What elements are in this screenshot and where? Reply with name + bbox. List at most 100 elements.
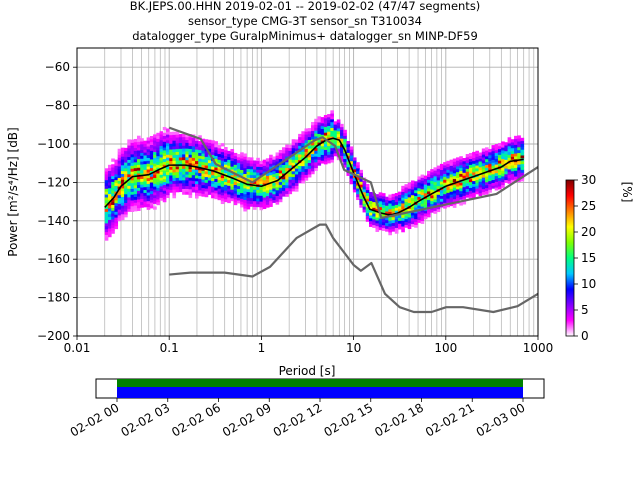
heatmap-cell (417, 190, 421, 195)
heatmap-cell (468, 190, 473, 194)
heatmap-cell (156, 158, 160, 162)
heatmap-cell (275, 184, 280, 188)
heatmap-cell (488, 160, 492, 164)
heatmap-cell (443, 205, 447, 209)
heatmap-cell (240, 152, 244, 156)
heatmap-cell (394, 224, 399, 228)
heatmap-cell (494, 169, 499, 174)
heatmap-cell (175, 168, 180, 173)
heatmap-cell (233, 178, 238, 183)
heatmap-cell (449, 188, 454, 192)
heatmap-cell (320, 160, 325, 164)
heatmap-cell (162, 152, 167, 157)
heatmap-cell (146, 143, 151, 147)
heatmap-cell (182, 156, 186, 161)
heatmap-cell (372, 218, 376, 223)
heatmap-cell (404, 213, 409, 217)
y-tick-label: −180 (37, 291, 70, 305)
heatmap-cell (253, 197, 257, 202)
heatmap-cell (130, 168, 135, 172)
heatmap-cell (507, 145, 512, 150)
heatmap-cell (211, 151, 215, 156)
heatmap-cell (149, 136, 154, 140)
heatmap-cell (175, 180, 180, 184)
heatmap-cell (178, 180, 183, 184)
heatmap-cell (159, 154, 164, 158)
heatmap-cell (323, 117, 328, 122)
heatmap-cell (204, 170, 209, 175)
heatmap-cell (369, 197, 373, 202)
heatmap-cell (136, 135, 141, 139)
heatmap-cell (162, 158, 167, 162)
heatmap-cell (104, 223, 109, 227)
heatmap-cell (175, 131, 180, 135)
heatmap-cell (501, 175, 505, 180)
heatmap-cell (317, 122, 322, 126)
heatmap-cell (217, 147, 222, 152)
heatmap-cell (124, 162, 128, 166)
heatmap-cell (220, 200, 225, 205)
heatmap-cell (253, 163, 257, 167)
heatmap-cell (233, 181, 238, 185)
heatmap-cell (510, 165, 515, 169)
heatmap-cell (359, 181, 363, 185)
heatmap-cell (404, 204, 409, 208)
heatmap-cell (439, 195, 444, 199)
heatmap-cell (230, 197, 235, 202)
heatmap-cell (249, 163, 254, 167)
heatmap-cell (159, 139, 164, 144)
heatmap-cell (430, 197, 434, 202)
heatmap-cell (172, 166, 177, 170)
heatmap-cell (194, 152, 199, 156)
heatmap-cell (398, 191, 402, 195)
heatmap-cell (230, 189, 235, 193)
heatmap-cell (491, 156, 496, 160)
heatmap-cell (346, 172, 351, 176)
heatmap-cell (188, 177, 193, 181)
heatmap-cell (446, 195, 450, 199)
heatmap-cell (307, 128, 312, 132)
heatmap-cell (130, 154, 135, 158)
heatmap-cell (485, 164, 489, 168)
heatmap-cell (346, 152, 351, 156)
heatmap-cell (249, 189, 254, 193)
heatmap-cell (224, 147, 228, 151)
heatmap-cell (243, 202, 247, 206)
heatmap-cell (133, 170, 138, 174)
heatmap-cell (165, 165, 170, 170)
heatmap-cell (472, 183, 476, 187)
colorbar-tick-label: 15 (581, 251, 596, 265)
heatmap-cell (178, 151, 183, 155)
heatmap-cell (417, 185, 421, 189)
heatmap-cell (194, 183, 199, 188)
heatmap-cell (494, 146, 499, 151)
heatmap-cell (185, 159, 189, 164)
heatmap-cell (127, 153, 131, 158)
heatmap-cell (198, 175, 202, 179)
heatmap-cell (214, 149, 218, 154)
heatmap-cell (427, 199, 431, 203)
heatmap-cell (153, 137, 157, 141)
heatmap-cell (294, 176, 299, 181)
heatmap-cell (323, 135, 328, 139)
heatmap-cell (185, 133, 189, 138)
heatmap-cell (275, 192, 280, 197)
heatmap-cell (127, 199, 131, 204)
heatmap-cell (427, 211, 431, 215)
heatmap-cell (175, 183, 180, 187)
heatmap-cell (175, 160, 180, 164)
heatmap-cell (343, 138, 347, 142)
heatmap-cell (507, 180, 512, 184)
heatmap-cell (359, 172, 363, 177)
heatmap-cell (214, 141, 218, 145)
heatmap-cell (204, 193, 209, 198)
heatmap-cell (494, 149, 499, 154)
heatmap-cell (452, 178, 457, 182)
heatmap-cell (188, 145, 193, 149)
heatmap-cell (472, 180, 476, 184)
heatmap-cell (407, 220, 412, 224)
heatmap-cell (256, 160, 260, 164)
x-tick-label: 0.1 (160, 341, 179, 355)
heatmap-cell (130, 159, 135, 164)
heatmap-cell (449, 176, 454, 181)
